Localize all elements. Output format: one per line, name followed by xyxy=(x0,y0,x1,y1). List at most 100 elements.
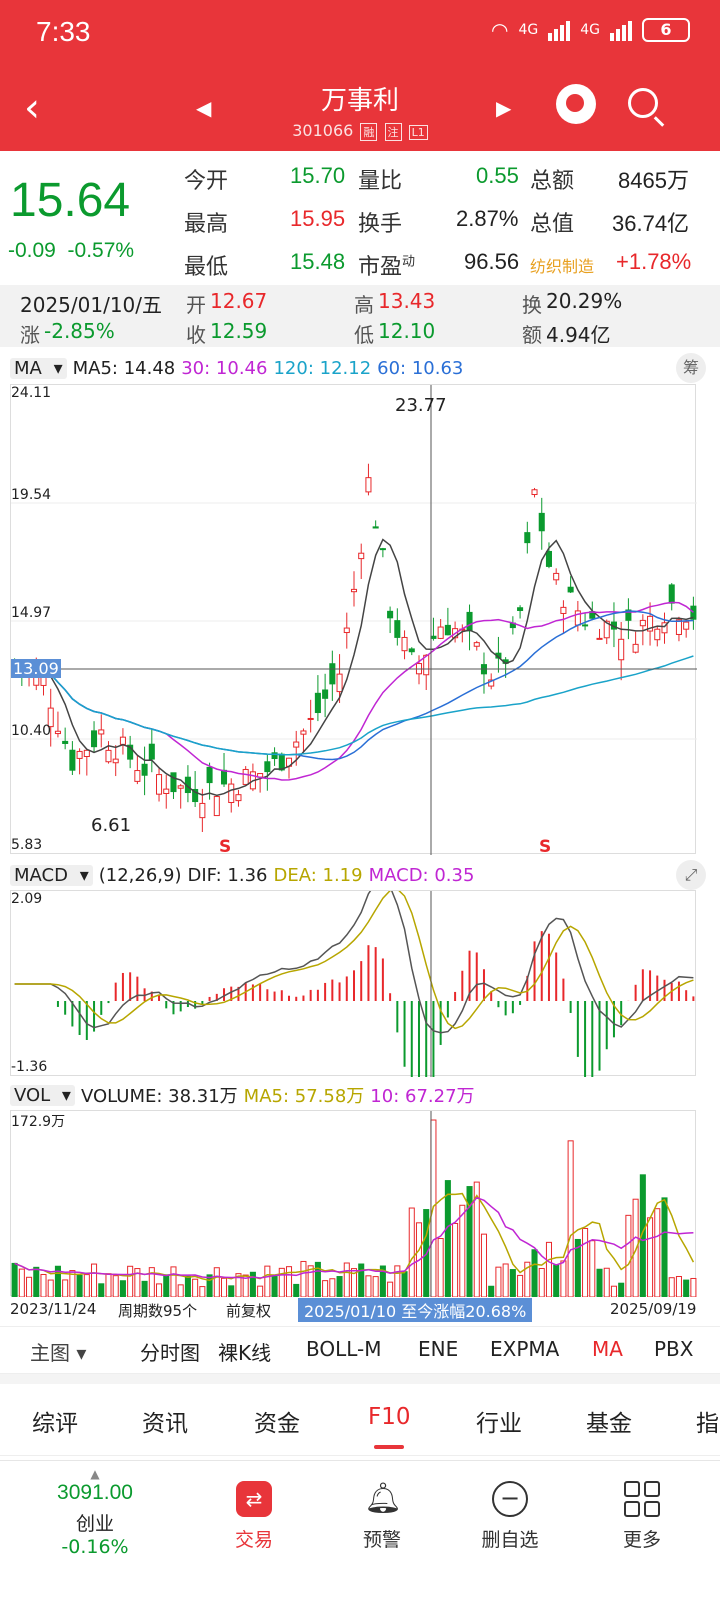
macd-chart[interactable]: 2.09 -1.36 xyxy=(10,875,696,1124)
next-stock-icon[interactable]: ▶ xyxy=(496,96,512,120)
minus-circle-icon: − xyxy=(492,1481,528,1517)
candle-body xyxy=(538,512,545,532)
volume-bar xyxy=(112,1275,119,1298)
volume-bar xyxy=(322,1280,329,1298)
tab-naked-k[interactable]: 裸K线 xyxy=(218,1341,272,1365)
nav-alert-label: 预警 xyxy=(362,1529,401,1551)
nav-alert[interactable]: 🔔︎ 预警 xyxy=(322,1481,442,1552)
nav-trade[interactable]: ⇄ 交易 xyxy=(194,1481,314,1552)
volume-bar xyxy=(668,1277,675,1298)
stock-name: 万事利 xyxy=(320,86,399,116)
tab-funds-flow[interactable]: 资金 xyxy=(254,1411,300,1437)
volume-bar xyxy=(531,1249,538,1298)
macd-selector[interactable]: MACD ▾ xyxy=(10,864,93,886)
low-value: 15.48 xyxy=(290,249,346,274)
volume-bar xyxy=(538,1267,545,1298)
assistant-robot-icon[interactable] xyxy=(556,84,596,124)
volume-bar xyxy=(358,1263,365,1298)
macd-ymax: 2.09 xyxy=(11,891,43,907)
x-start-date: 2023/11/24 xyxy=(10,1300,97,1318)
volume-bar xyxy=(76,1274,83,1298)
volume-bar xyxy=(177,1284,184,1298)
tab-fund[interactable]: 基金 xyxy=(586,1411,632,1437)
candle-body xyxy=(632,643,639,653)
back-arrow-icon[interactable]: ‹ xyxy=(24,85,40,131)
tab-industry[interactable]: 行业 xyxy=(476,1411,522,1437)
x-end-date: 2025/09/19 xyxy=(610,1300,697,1318)
open-value: 15.70 xyxy=(290,163,346,188)
candle-body xyxy=(582,624,589,627)
volume-bar xyxy=(372,1276,379,1298)
active-tab-underline xyxy=(374,1445,404,1449)
volume-chart[interactable]: 172.9万 xyxy=(10,1110,697,1298)
macd-dif: DIF: 1.36 xyxy=(187,864,268,886)
volume-bar xyxy=(249,1271,256,1298)
volume-bar xyxy=(18,1268,25,1298)
open-label: 今开 xyxy=(184,169,229,194)
volume-bar xyxy=(199,1286,206,1298)
status-icons: ◠ 4G 4G 6 xyxy=(491,18,690,42)
macd-ymin: -1.36 xyxy=(11,1059,48,1075)
volume-bar xyxy=(387,1281,394,1298)
volume-bar xyxy=(285,1266,293,1298)
tab-f10[interactable]: F10 xyxy=(368,1404,411,1430)
volume-bar xyxy=(509,1269,516,1298)
industry-link[interactable]: 纺织制造 xyxy=(530,257,595,276)
candle-body xyxy=(83,749,90,757)
day-open: 12.67 xyxy=(210,289,268,313)
signal-icon-2 xyxy=(610,19,632,41)
tab-timeshare[interactable]: 分时图 xyxy=(140,1341,200,1365)
tab-ene[interactable]: ENE xyxy=(418,1337,459,1361)
index-value: 3091.00 xyxy=(57,1481,133,1504)
kline-chart[interactable]: 24.11 19.54 14.97 13.09 10.40 5.83 23.77… xyxy=(10,384,697,857)
expand-icon[interactable]: ⤢ xyxy=(676,860,706,890)
prev-stock-icon[interactable]: ◀ xyxy=(196,96,212,120)
volume-bar xyxy=(661,1197,668,1298)
volume-bar xyxy=(141,1280,148,1298)
amount-value: 8465万 xyxy=(618,168,689,193)
volume-bar xyxy=(170,1266,177,1298)
vol-indicator-row: VOL ▾ VOLUME: 38.31万 MA5: 57.58万 10: 67.… xyxy=(0,1080,720,1110)
ma-selector[interactable]: MA ▾ xyxy=(10,357,67,379)
ma60-value: 60: 10.63 xyxy=(377,357,464,379)
index-ticker[interactable]: ▲ 3091.00 创业 -0.16% xyxy=(40,1467,150,1558)
volume-bar xyxy=(91,1263,98,1298)
candle-body xyxy=(567,586,574,593)
volume-bar xyxy=(437,1238,444,1298)
y-axis-3: 14.97 xyxy=(11,605,52,621)
price-change: -0.09 -0.57% xyxy=(8,239,134,263)
nav-remove-watchlist[interactable]: − 删自选 xyxy=(450,1481,570,1552)
candle-body xyxy=(430,635,437,639)
volume-bar xyxy=(105,1273,112,1298)
volume-bar xyxy=(545,1241,552,1298)
turnover-value: 2.87% xyxy=(456,206,519,231)
volume-bar xyxy=(401,1271,408,1298)
crosshair-price: 13.09 xyxy=(11,659,61,678)
candle-body xyxy=(199,802,206,819)
candle-body xyxy=(408,648,415,653)
up-caret-icon: ▲ xyxy=(90,1467,100,1481)
candle-body xyxy=(596,637,603,640)
tab-overview[interactable]: 综评 xyxy=(32,1411,78,1437)
candle-body xyxy=(690,605,697,620)
volume-bar xyxy=(596,1268,603,1298)
tab-pbx[interactable]: PBX xyxy=(654,1337,694,1361)
tab-news[interactable]: 资讯 xyxy=(142,1411,188,1437)
tab-ma[interactable]: MA xyxy=(592,1337,623,1361)
macd-value: MACD: 0.35 xyxy=(368,864,475,886)
volume-bar xyxy=(459,1204,466,1298)
section-tabs: 综评 资讯 资金 F10 行业 基金 指 xyxy=(0,1384,720,1456)
vol-selector[interactable]: VOL ▾ xyxy=(10,1084,75,1106)
tab-main-chart[interactable]: 主图 ▾ xyxy=(30,1341,87,1365)
chip-distribution-button[interactable]: 筹 xyxy=(676,353,706,383)
tab-expma[interactable]: EXPMA xyxy=(490,1337,560,1361)
volume-ratio-value: 0.55 xyxy=(476,163,519,188)
nav-more[interactable]: 更多 xyxy=(582,1481,702,1552)
volume-bar xyxy=(264,1265,271,1298)
volume-bar xyxy=(603,1267,610,1298)
candle-body xyxy=(618,638,625,661)
search-icon[interactable] xyxy=(628,88,658,118)
tab-more-partial[interactable]: 指 xyxy=(696,1411,719,1437)
tab-boll[interactable]: BOLL-M xyxy=(306,1337,382,1361)
candle-body xyxy=(314,692,321,714)
